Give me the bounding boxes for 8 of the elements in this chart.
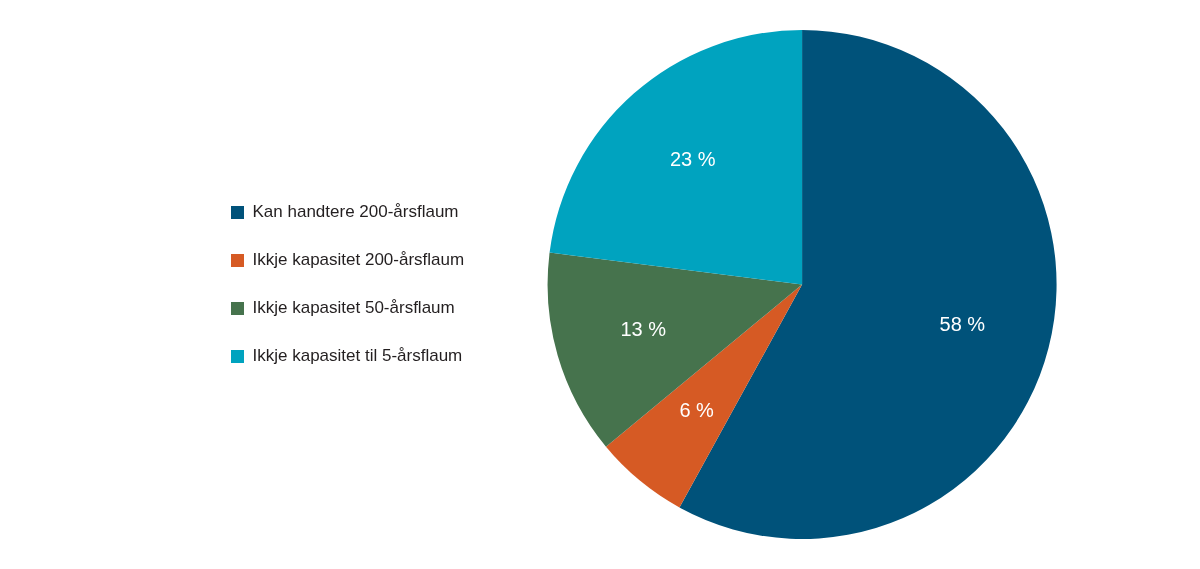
- data-label: 58 %: [939, 313, 986, 336]
- legend-label: Ikkje kapasitet 200-årsflaum: [252, 250, 465, 270]
- data-label: 13 %: [620, 318, 667, 341]
- legend-label: Ikkje kapasitet 50-årsflaum: [252, 298, 455, 318]
- legend-label: Kan handtere 200-årsflaum: [252, 202, 459, 222]
- data-label: 6 %: [679, 399, 715, 422]
- data-label: 23 %: [669, 147, 716, 170]
- legend-label: Ikkje kapasitet til 5-årsflaum: [252, 346, 463, 366]
